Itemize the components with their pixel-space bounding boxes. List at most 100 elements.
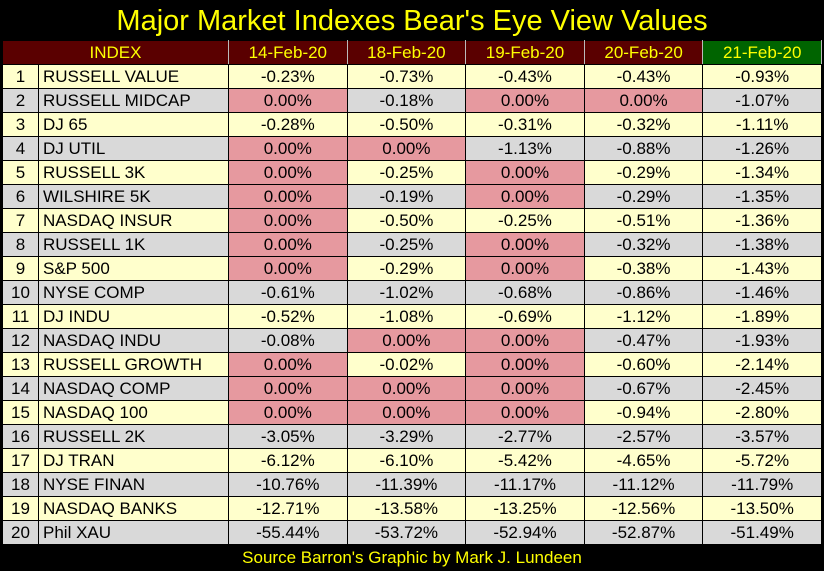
- table-row: 13 RUSSELL GROWTH 0.00% -0.02% 0.00% -0.60% -2…: [2, 352, 822, 377]
- value-cell: -0.50%: [346, 208, 467, 233]
- value-cell: -2.77%: [465, 424, 585, 449]
- value-cell: -0.93%: [702, 64, 822, 89]
- value-cell: -0.29%: [346, 256, 467, 281]
- value-cell: -5.72%: [702, 448, 822, 473]
- value-cell: -52.94%: [465, 520, 585, 545]
- value-cell: 0.00%: [228, 256, 348, 281]
- value-cell: -0.23%: [228, 64, 348, 89]
- index-name: NASDAQ BANKS: [38, 496, 229, 521]
- value-cell: -1.08%: [346, 304, 467, 329]
- value-cell: -0.47%: [583, 328, 704, 353]
- value-cell: -55.44%: [228, 520, 348, 545]
- value-cell: -0.38%: [583, 256, 704, 281]
- value-cell: 0.00%: [583, 88, 704, 113]
- value-cell: 0.00%: [228, 232, 348, 257]
- value-cell: -1.13%: [465, 136, 585, 161]
- row-number: 7: [2, 208, 39, 233]
- value-cell: -0.25%: [465, 208, 585, 233]
- value-cell: -13.50%: [702, 496, 822, 521]
- value-cell: 0.00%: [228, 136, 348, 161]
- row-number: 10: [2, 280, 39, 305]
- value-cell: -1.89%: [702, 304, 822, 329]
- value-cell: -5.42%: [465, 448, 585, 473]
- row-number: 13: [2, 352, 39, 377]
- row-number: 2: [2, 88, 39, 113]
- value-cell: 0.00%: [228, 376, 348, 401]
- value-cell: 0.00%: [465, 328, 585, 353]
- value-cell: 0.00%: [346, 376, 467, 401]
- row-number: 6: [2, 184, 39, 209]
- table-row: 14 NASDAQ COMP 0.00% 0.00% 0.00% -0.67% -2.45%: [2, 376, 822, 401]
- value-cell: -3.29%: [346, 424, 467, 449]
- value-cell: 0.00%: [346, 136, 467, 161]
- index-name: NASDAQ 100: [38, 400, 229, 425]
- value-cell: -0.31%: [465, 112, 585, 137]
- row-number: 3: [2, 112, 39, 137]
- index-name: Phil XAU: [38, 520, 229, 545]
- index-table: INDEX 14-Feb-20 18-Feb-20 19-Feb-20 20-F…: [2, 40, 822, 545]
- value-cell: 0.00%: [465, 376, 585, 401]
- index-name: DJ 65: [38, 112, 229, 137]
- row-number: 1: [2, 64, 39, 89]
- table-row: 3 DJ 65 -0.28% -0.50% -0.31% -0.32% -1.11%: [2, 112, 822, 137]
- value-cell: -2.45%: [702, 376, 822, 401]
- row-number: 17: [2, 448, 39, 473]
- value-cell: -2.80%: [702, 400, 822, 425]
- value-cell: -0.25%: [346, 160, 467, 185]
- value-cell: 0.00%: [465, 184, 585, 209]
- index-name: S&P 500: [38, 256, 229, 281]
- value-cell: -1.38%: [702, 232, 822, 257]
- value-cell: -12.56%: [583, 496, 704, 521]
- date-header: 14-Feb-20: [228, 40, 348, 65]
- index-name: DJ TRAN: [38, 448, 229, 473]
- value-cell: -0.61%: [228, 280, 348, 305]
- index-name: RUSSELL 1K: [38, 232, 229, 257]
- index-header: INDEX: [2, 40, 229, 65]
- date-header-latest: 21-Feb-20: [702, 40, 822, 65]
- index-name: WILSHIRE 5K: [38, 184, 229, 209]
- table-row: 12 NASDAQ INDU -0.08% 0.00% 0.00% -0.47% -1.93…: [2, 328, 822, 353]
- value-cell: -0.73%: [346, 64, 467, 89]
- value-cell: -0.25%: [346, 232, 467, 257]
- value-cell: -0.86%: [583, 280, 704, 305]
- value-cell: -0.50%: [346, 112, 467, 137]
- value-cell: -11.17%: [465, 472, 585, 497]
- table-row: 7 NASDAQ INSUR 0.00% -0.50% -0.25% -0.51% -1.3…: [2, 208, 822, 233]
- value-cell: -0.88%: [583, 136, 704, 161]
- index-name: RUSSELL GROWTH: [38, 352, 229, 377]
- row-number: 20: [2, 520, 39, 545]
- index-name: NYSE FINAN: [38, 472, 229, 497]
- index-name: RUSSELL VALUE: [38, 64, 229, 89]
- value-cell: -1.02%: [346, 280, 467, 305]
- value-cell: -0.67%: [583, 376, 704, 401]
- value-cell: -1.36%: [702, 208, 822, 233]
- value-cell: -0.02%: [346, 352, 467, 377]
- value-cell: 0.00%: [465, 232, 585, 257]
- value-cell: -11.12%: [583, 472, 704, 497]
- value-cell: -13.58%: [346, 496, 467, 521]
- value-cell: 0.00%: [228, 208, 348, 233]
- table-row: 2 RUSSELL MIDCAP 0.00% -0.18% 0.00% 0.00% -1.0…: [2, 88, 822, 113]
- value-cell: -0.28%: [228, 112, 348, 137]
- table-row: 10 NYSE COMP -0.61% -1.02% -0.68% -0.86% -1.46…: [2, 280, 822, 305]
- table-row: 9 S&P 500 0.00% -0.29% 0.00% -0.38% -1.43%: [2, 256, 822, 281]
- value-cell: -2.57%: [583, 424, 704, 449]
- value-cell: 0.00%: [228, 400, 348, 425]
- value-cell: -13.25%: [465, 496, 585, 521]
- value-cell: 0.00%: [465, 256, 585, 281]
- value-cell: 0.00%: [228, 352, 348, 377]
- value-cell: -0.32%: [583, 232, 704, 257]
- value-cell: -0.18%: [346, 88, 467, 113]
- value-cell: -52.87%: [583, 520, 704, 545]
- table-row: 6 WILSHIRE 5K 0.00% -0.19% 0.00% -0.29% -1.35%: [2, 184, 822, 209]
- value-cell: -1.43%: [702, 256, 822, 281]
- value-cell: -0.52%: [228, 304, 348, 329]
- value-cell: -1.46%: [702, 280, 822, 305]
- value-cell: -6.12%: [228, 448, 348, 473]
- row-number: 5: [2, 160, 39, 185]
- value-cell: -53.72%: [346, 520, 467, 545]
- row-number: 8: [2, 232, 39, 257]
- date-header: 19-Feb-20: [465, 40, 585, 65]
- value-cell: -12.71%: [228, 496, 348, 521]
- value-cell: -4.65%: [583, 448, 704, 473]
